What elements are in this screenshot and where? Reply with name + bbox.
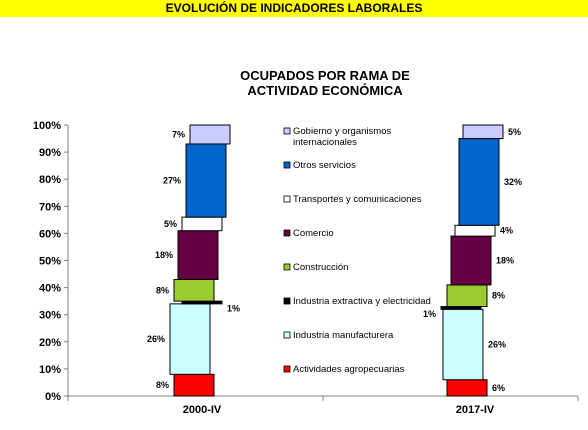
bar-segment <box>450 235 492 286</box>
y-tick-label: 70% <box>39 201 61 213</box>
bar-segment <box>446 284 488 308</box>
legend-swatch <box>283 161 291 169</box>
y-tick-label: 90% <box>39 147 61 159</box>
legend-label: Transportes y comunicaciones <box>293 194 422 205</box>
legend-swatch <box>283 297 291 305</box>
y-tick-label: 30% <box>39 310 61 322</box>
data-label: 18% <box>496 256 514 266</box>
bar-segment <box>173 278 215 302</box>
y-tick-label: 50% <box>39 256 61 268</box>
y-tick-label: 40% <box>39 283 61 295</box>
legend-swatch <box>283 365 291 373</box>
legend-label: Comercio <box>293 228 334 239</box>
data-label: 26% <box>488 340 506 350</box>
legend-label: Industria manufacturera <box>293 330 394 341</box>
data-label: 8% <box>492 291 505 301</box>
x-category-label: 2017-IV <box>456 404 495 416</box>
chart-axes: 0% 10% 20% 30% 40% 50% 60% 70% 80% 90% 100% 2000-IV… <box>33 120 579 416</box>
y-tick-label: 20% <box>39 337 61 349</box>
legend-label: Actividades agropecuarias <box>293 364 405 375</box>
data-label: 8% <box>156 380 169 390</box>
legend-label: Construcción <box>293 262 348 273</box>
data-label: 8% <box>156 285 169 295</box>
bar-segment <box>177 230 219 280</box>
legend-swatch <box>283 229 291 237</box>
data-label: 5% <box>508 127 521 137</box>
bar-segment <box>454 224 496 237</box>
data-label: 4% <box>500 226 513 236</box>
bar-segment <box>458 138 500 226</box>
bar-segment <box>446 379 488 397</box>
data-label: 1% <box>227 304 240 314</box>
bar-segment <box>185 143 227 218</box>
y-tick-label: 60% <box>39 228 61 240</box>
bar-segment <box>462 124 504 140</box>
chart-title-line-2: ACTIVIDAD ECONÓMICA <box>247 83 403 98</box>
legend-label: Industria extractiva y electricidad <box>293 296 431 307</box>
bar-segment <box>173 373 215 397</box>
legend-swatch <box>283 331 291 339</box>
chart-title-line-1: OCUPADOS POR RAMA DE <box>240 68 410 83</box>
data-label: 26% <box>147 334 165 344</box>
legend-swatch <box>283 195 291 203</box>
data-label: 5% <box>164 219 177 229</box>
data-label: 7% <box>172 129 185 139</box>
bar-segment <box>189 124 231 145</box>
bar-segment <box>169 303 211 375</box>
legend-label: Otros servicios <box>293 160 356 171</box>
y-tick-label: 100% <box>33 120 61 132</box>
legend-swatch <box>283 263 291 271</box>
x-category-label: 2000-IV <box>183 404 222 416</box>
y-tick-label: 80% <box>39 174 61 186</box>
data-label: 18% <box>155 250 173 260</box>
data-label: 1% <box>423 309 436 319</box>
data-label: 32% <box>504 177 522 187</box>
y-tick-label: 10% <box>39 364 61 376</box>
chart-bars: 8% 26% 1% 8% 18% 5% 27% 7% 6% 26% 1% 8% 18% 4% 32% 5% <box>147 124 522 397</box>
bar-segment <box>181 216 223 232</box>
bar-segment <box>442 308 484 381</box>
page-banner: EVOLUCIÓN DE INDICADORES LABORALES <box>0 0 588 17</box>
legend-label: Gobierno y organismos <box>293 126 391 137</box>
data-label: 27% <box>163 176 181 186</box>
legend-label: internacionales <box>293 137 357 148</box>
data-label: 6% <box>492 383 505 393</box>
y-tick-label: 0% <box>45 391 61 403</box>
legend-swatch <box>283 127 291 135</box>
